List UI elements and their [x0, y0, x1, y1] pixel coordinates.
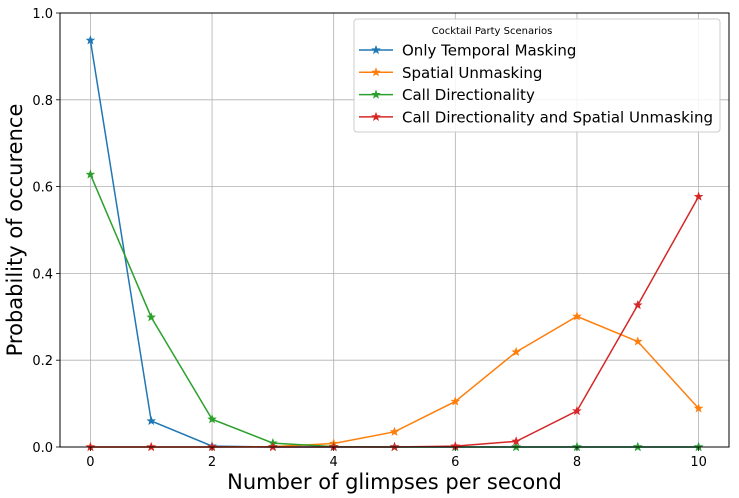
- y-tick-label: 0.4: [32, 267, 53, 282]
- legend-marker-swatch: [371, 67, 381, 77]
- data-point-marker: [85, 35, 96, 45]
- legend-box: [353, 18, 721, 133]
- data-point-marker: [146, 312, 157, 322]
- x-tick-label: 6: [451, 455, 459, 470]
- legend-label: Call Directionality: [402, 86, 535, 104]
- data-point-marker: [207, 414, 217, 424]
- data-point-marker: [85, 169, 96, 179]
- legend-label: Only Temporal Masking: [402, 42, 576, 60]
- legend-item: Call Directionality: [359, 86, 535, 104]
- legend: Cocktail Party Scenarios Only Temporal M…: [353, 18, 721, 133]
- legend-item: Call Directionality and Spatial Unmaskin…: [359, 108, 713, 126]
- y-tick-label: 1.0: [32, 7, 53, 22]
- legend-marker-swatch: [371, 89, 381, 99]
- series-group: [85, 311, 704, 452]
- legend-marker-swatch: [371, 111, 381, 121]
- legend-item: Spatial Unmasking: [359, 64, 542, 82]
- data-point-marker: [146, 415, 157, 426]
- legend-item: Only Temporal Masking: [359, 42, 576, 60]
- data-point-marker: [632, 300, 643, 310]
- x-tick-label: 2: [208, 455, 216, 470]
- data-point-marker: [693, 403, 704, 413]
- series-group: [85, 169, 704, 452]
- series-group: [85, 191, 704, 452]
- data-point-marker: [632, 336, 643, 346]
- legend-label: Call Directionality and Spatial Unmaskin…: [402, 108, 713, 126]
- x-tick-label: 10: [690, 455, 707, 470]
- data-point-marker: [693, 191, 704, 201]
- legend-label: Spatial Unmasking: [402, 64, 542, 82]
- y-tick-label: 0.0: [32, 441, 53, 456]
- legend-title: Cocktail Party Scenarios: [432, 26, 553, 37]
- data-point-marker: [572, 405, 582, 416]
- y-tick-label: 0.2: [32, 354, 53, 369]
- y-tick-label: 0.8: [32, 94, 53, 109]
- series-line: [89, 174, 699, 448]
- data-point-marker: [511, 436, 521, 446]
- legend-marker-swatch: [371, 44, 381, 55]
- y-axis-label: Probability of occurence: [3, 104, 27, 357]
- plot-area-frame: [59, 12, 730, 448]
- series-line: [90, 196, 700, 448]
- x-tick-label: 8: [573, 455, 581, 470]
- data-point-marker: [511, 346, 521, 357]
- data-point-marker: [389, 426, 400, 436]
- x-tick-label: 4: [330, 455, 338, 470]
- axis-ticks: 0 2 4 6 8 10 0.0 0.2 0.4 0.6 0.8 1.0: [32, 7, 707, 470]
- data-point-marker: [572, 311, 582, 321]
- x-tick-label: 0: [86, 455, 94, 470]
- y-tick-label: 0.6: [32, 181, 53, 196]
- data-point-marker: [450, 396, 461, 406]
- x-axis-label: Number of glimpses per second: [227, 470, 562, 494]
